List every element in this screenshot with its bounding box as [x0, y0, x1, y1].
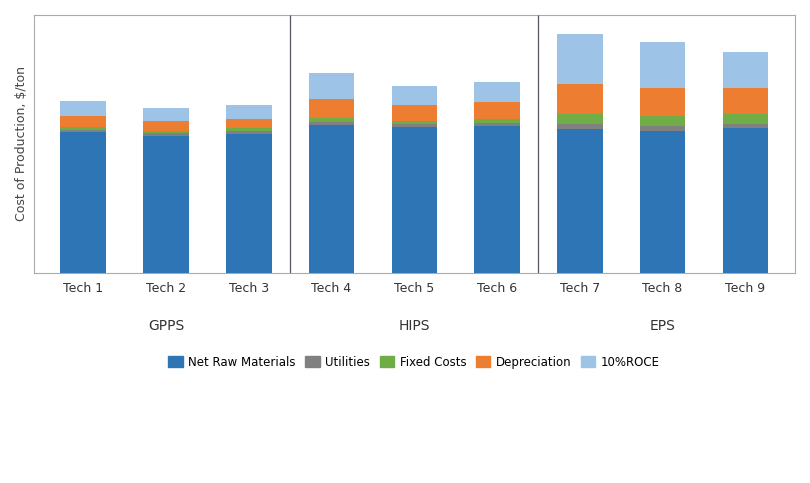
Bar — [391, 124, 437, 127]
Bar — [226, 128, 271, 131]
Bar — [475, 82, 520, 102]
Bar — [309, 126, 354, 273]
Bar — [61, 101, 106, 116]
Bar — [391, 127, 437, 273]
Bar — [557, 129, 603, 273]
Y-axis label: Cost of Production, $/ton: Cost of Production, $/ton — [15, 66, 28, 221]
Bar — [640, 116, 685, 126]
Bar — [640, 88, 685, 116]
Bar — [475, 123, 520, 126]
Bar — [640, 126, 685, 130]
Legend: Net Raw Materials, Utilities, Fixed Costs, Depreciation, 10%ROCE: Net Raw Materials, Utilities, Fixed Cost… — [164, 351, 665, 373]
Bar — [475, 102, 520, 119]
Bar — [143, 130, 189, 133]
Bar — [143, 108, 189, 121]
Text: EPS: EPS — [650, 319, 676, 333]
Bar — [391, 86, 437, 105]
Bar — [475, 126, 520, 273]
Bar — [391, 121, 437, 124]
Bar — [557, 84, 603, 114]
Bar — [226, 119, 271, 128]
Bar — [309, 99, 354, 118]
Text: HIPS: HIPS — [399, 319, 430, 333]
Bar — [309, 122, 354, 126]
Bar — [61, 132, 106, 273]
Bar — [61, 129, 106, 132]
Bar — [143, 136, 189, 273]
Bar — [557, 114, 603, 124]
Bar — [475, 119, 520, 123]
Bar — [723, 128, 768, 273]
Bar — [557, 34, 603, 84]
Bar — [143, 133, 189, 136]
Bar — [309, 118, 354, 122]
Bar — [226, 105, 271, 119]
Bar — [61, 127, 106, 129]
Bar — [309, 73, 354, 99]
Bar — [391, 105, 437, 121]
Bar — [640, 130, 685, 273]
Bar — [61, 116, 106, 127]
Bar — [640, 43, 685, 88]
Bar — [226, 131, 271, 134]
Bar — [723, 52, 768, 88]
Bar — [226, 134, 271, 273]
Bar — [723, 114, 768, 124]
Bar — [143, 121, 189, 130]
Text: GPPS: GPPS — [148, 319, 184, 333]
Bar — [723, 124, 768, 128]
Bar — [557, 124, 603, 129]
Bar — [723, 88, 768, 114]
